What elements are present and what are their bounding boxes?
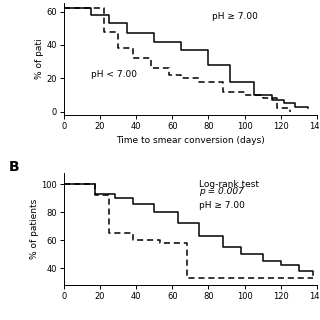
Text: B: B — [8, 160, 19, 174]
X-axis label: Time to smear conversion (days): Time to smear conversion (days) — [116, 136, 265, 146]
Text: Log-rank test: Log-rank test — [199, 180, 260, 189]
Text: pH ≥ 7.00: pH ≥ 7.00 — [212, 12, 258, 21]
Text: pH < 7.00: pH < 7.00 — [91, 70, 137, 79]
Y-axis label: % of pati: % of pati — [35, 39, 44, 79]
Text: pH ≥ 7.00: pH ≥ 7.00 — [199, 201, 245, 210]
Y-axis label: % of patients: % of patients — [29, 199, 38, 259]
Text: p = 0.007: p = 0.007 — [199, 187, 244, 196]
